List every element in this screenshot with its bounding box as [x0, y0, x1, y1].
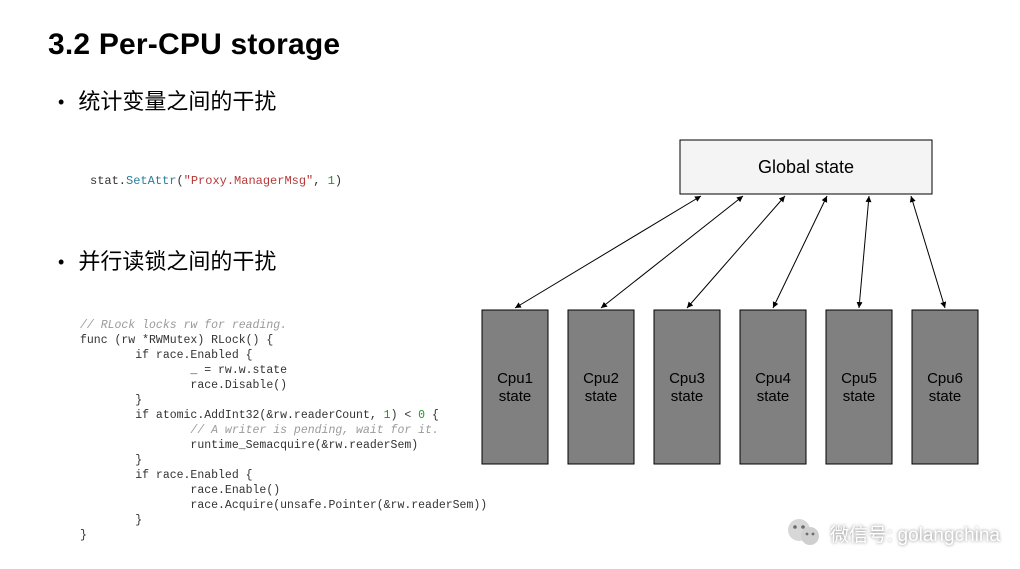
code2-line11: if race.Enabled { [80, 469, 253, 482]
code2-line2: func (rw *RWMutex) RLock() { [80, 334, 273, 347]
state-arrow [859, 196, 869, 308]
code1-comma: , [313, 174, 327, 188]
code2-line7a: if atomic.AddInt32(&rw.readerCount, [80, 409, 384, 422]
cpu-state-box [912, 310, 978, 464]
code2-line7c: { [425, 409, 439, 422]
cpu-label-line1: Cpu2 [583, 370, 619, 387]
code2-line14: } [80, 514, 142, 527]
state-arrow [911, 196, 945, 308]
bullet-dot-icon: • [58, 248, 64, 276]
section-title: 3.2 Per-CPU storage [48, 28, 340, 62]
code2-line10: } [80, 454, 142, 467]
cpu-label-line1: Cpu4 [755, 370, 791, 387]
state-diagram: Global stateCpu1stateCpu2stateCpu3stateC… [468, 120, 1008, 500]
cpu-state-box [482, 310, 548, 464]
bullet-item-2: • 并行读锁之间的干扰 [58, 248, 276, 276]
state-arrow [601, 196, 743, 308]
bullet-item-1: • 统计变量之间的干扰 [58, 88, 478, 116]
code2-line7b: ) < [391, 409, 419, 422]
global-state-label: Global state [758, 157, 854, 177]
footer-text: 微信号: golangchina [830, 520, 1000, 547]
code-snippet-rlock: // RLock locks rw for reading. func (rw … [80, 318, 487, 543]
state-arrow [773, 196, 827, 308]
code1-lparen: ( [176, 174, 183, 188]
code1-rparen: ) [335, 174, 342, 188]
code2-line1: // RLock locks rw for reading. [80, 319, 287, 332]
code2-line4: _ = rw.w.state [80, 364, 287, 377]
cpu-state-box [740, 310, 806, 464]
footer-watermark: 微信号: golangchina [786, 515, 1000, 551]
bullet-list: • 统计变量之间的干扰 [58, 88, 478, 136]
code2-line15: } [80, 529, 87, 542]
cpu-label-line2: state [929, 388, 962, 405]
cpu-label-line2: state [671, 388, 704, 405]
code2-line8: // A writer is pending, wait for it. [80, 424, 439, 437]
code1-str: "Proxy.ManagerMsg" [184, 174, 314, 188]
code2-line12: race.Enable() [80, 484, 280, 497]
cpu-label-line2: state [585, 388, 618, 405]
code2-line9: runtime_Semacquire(&rw.readerSem) [80, 439, 418, 452]
slide: 3.2 Per-CPU storage • 统计变量之间的干扰 stat.Set… [0, 0, 1020, 569]
cpu-state-box [568, 310, 634, 464]
code-snippet-setattr: stat.SetAttr("Proxy.ManagerMsg", 1) [90, 174, 342, 188]
wechat-icon [786, 515, 822, 551]
code2-line5: race.Disable() [80, 379, 287, 392]
code2-line7-num1: 1 [384, 409, 391, 422]
bullet-text-1: 统计变量之间的干扰 [78, 88, 276, 116]
code1-num: 1 [328, 174, 335, 188]
cpu-label-line2: state [499, 388, 532, 405]
cpu-label-line2: state [843, 388, 876, 405]
code1-fn: SetAttr [126, 174, 176, 188]
cpu-label-line1: Cpu6 [927, 370, 963, 387]
code2-line13: race.Acquire(unsafe.Pointer(&rw.readerSe… [80, 499, 487, 512]
cpu-state-box [654, 310, 720, 464]
diagram-container: Global stateCpu1stateCpu2stateCpu3stateC… [468, 120, 1008, 500]
code2-line3: if race.Enabled { [80, 349, 253, 362]
state-arrow [687, 196, 785, 308]
code2-line6: } [80, 394, 142, 407]
cpu-label-line1: Cpu3 [669, 370, 705, 387]
cpu-label-line2: state [757, 388, 790, 405]
cpu-label-line1: Cpu1 [497, 370, 533, 387]
code1-prefix: stat. [90, 174, 126, 188]
bullet-text-2: 并行读锁之间的干扰 [78, 248, 276, 276]
cpu-label-line1: Cpu5 [841, 370, 877, 387]
bullet-dot-icon: • [58, 88, 64, 116]
state-arrow [515, 196, 701, 308]
cpu-state-box [826, 310, 892, 464]
